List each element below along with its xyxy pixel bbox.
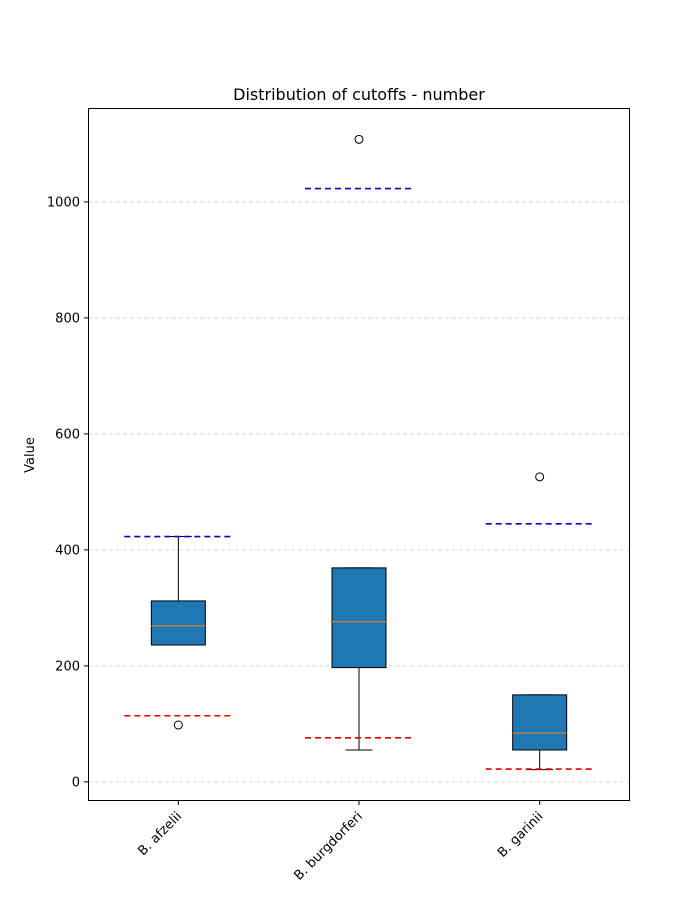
y-tick-label: 0 — [72, 775, 80, 790]
x-tick-label: B. garinii — [495, 809, 546, 860]
box-layer — [124, 134, 594, 771]
box-iqr — [512, 694, 568, 751]
y-tick-label: 1000 — [47, 195, 80, 210]
plot-frame — [88, 108, 630, 801]
chart-title: Distribution of cutoffs - number — [233, 85, 485, 104]
grid-layer — [88, 201, 630, 783]
y-tick-label: 400 — [55, 543, 80, 558]
outlier-point — [173, 720, 183, 730]
axis-layer: 0 200 400 600 800 1000 B. afzelii B. burgdorfer… — [47, 195, 547, 883]
outlier-point — [354, 134, 364, 144]
x-tick-label: B. afzelii — [135, 809, 185, 859]
x-tick-label: B. burgdorferi — [291, 809, 365, 883]
y-tick-label: 600 — [55, 427, 80, 442]
outlier-point — [535, 472, 545, 482]
y-axis-label: Value — [23, 437, 38, 473]
y-tick-label: 800 — [55, 311, 80, 326]
y-tick-label: 200 — [55, 659, 80, 674]
box-iqr — [331, 567, 387, 669]
box-iqr — [150, 600, 206, 646]
